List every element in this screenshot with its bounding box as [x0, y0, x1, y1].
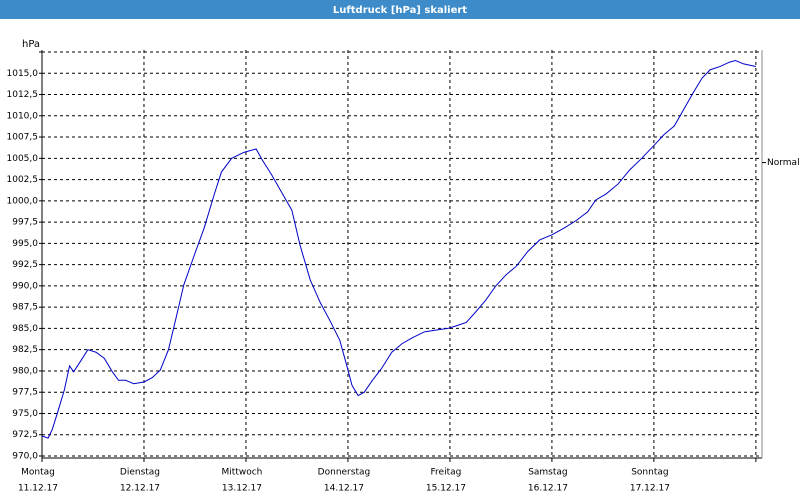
- y-tick-label: 1007,5: [7, 133, 39, 143]
- x-tick-date: 12.12.17: [120, 484, 160, 494]
- y-tick-label: 975,0: [12, 409, 38, 419]
- y-tick-label: 987,5: [12, 303, 38, 313]
- x-tick-date: 17.12.17: [630, 484, 670, 494]
- x-tick-label: Samstag: [528, 468, 567, 478]
- y-tick-label: 982,5: [12, 345, 38, 355]
- x-tick-label: Montag: [21, 468, 55, 478]
- y-tick-label: 1000,0: [7, 196, 39, 206]
- x-tick-label: Mittwoch: [222, 468, 263, 478]
- x-tick-label: Freitag: [431, 468, 462, 478]
- y-tick-label: 1010,0: [7, 111, 39, 121]
- y-tick-label: 1002,5: [7, 175, 39, 185]
- x-tick-label: Dienstag: [120, 468, 160, 478]
- line-series: [41, 59, 756, 439]
- x-tick-date: 16.12.17: [528, 484, 568, 494]
- x-tick-label: Sonntag: [631, 468, 668, 478]
- y-unit: hPa: [22, 39, 40, 50]
- y-tick-label: 997,5: [12, 218, 38, 228]
- y-tick-label: 970,0: [12, 452, 38, 462]
- y-tick-label: 1015,0: [7, 69, 39, 79]
- x-tick-date: 14.12.17: [324, 484, 364, 494]
- y-tick-label: 980,0: [12, 366, 38, 376]
- y-tick-label: 992,5: [12, 260, 38, 270]
- y-tick-label: 977,5: [12, 388, 38, 398]
- title-bar: [0, 0, 800, 19]
- chart-title: Luftdruck [hPa] skaliert: [333, 5, 467, 16]
- y-tick-label: 1005,0: [7, 154, 39, 164]
- y-tick-label: 985,0: [12, 324, 38, 334]
- annotation: Normal: [767, 158, 800, 168]
- y-tick-label: 972,5: [12, 430, 38, 440]
- y-tick-label: 995,0: [12, 239, 38, 249]
- y-tick-label: 990,0: [12, 281, 38, 291]
- x-tick-date: 13.12.17: [222, 484, 262, 494]
- x-tick-date: 15.12.17: [426, 484, 466, 494]
- y-tick-label: 1012,5: [7, 90, 39, 100]
- x-tick-label: Donnerstag: [318, 468, 371, 478]
- x-tick-date: 11.12.17: [18, 484, 58, 494]
